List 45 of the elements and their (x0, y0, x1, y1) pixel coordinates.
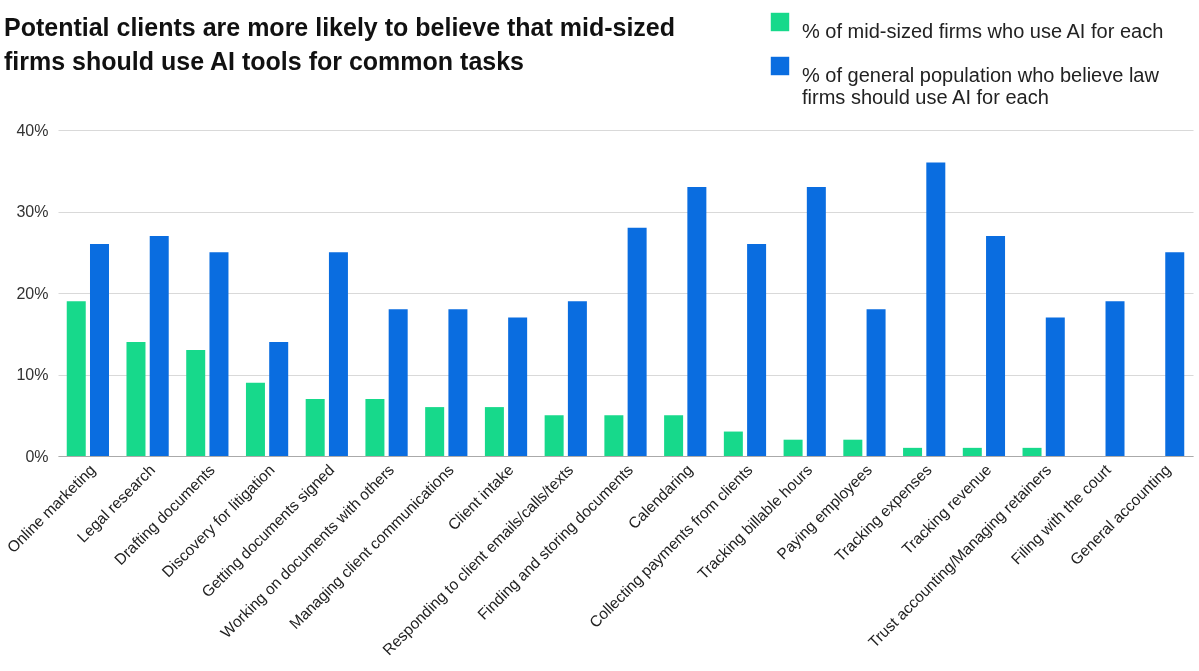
bar (269, 341, 289, 456)
bar (365, 398, 385, 456)
y-tick-label: 30% (16, 203, 49, 220)
y-tick-label: 20% (16, 284, 49, 302)
bar (747, 244, 767, 456)
bar (806, 187, 826, 456)
y-tick-label: 10% (16, 366, 49, 383)
bar (962, 447, 982, 456)
bar (664, 415, 684, 456)
bar (1105, 301, 1125, 456)
bar (448, 309, 468, 456)
bar (484, 407, 504, 456)
bar (986, 235, 1006, 456)
bar (926, 162, 946, 456)
bar (1045, 317, 1065, 456)
legend-label: % of mid-sized firms who use AI for each (802, 20, 1164, 42)
bar (328, 252, 348, 456)
y-tick-label: 40% (16, 121, 49, 139)
bar (1022, 447, 1042, 456)
bar (89, 244, 109, 456)
bar (305, 398, 325, 456)
bar (149, 235, 169, 456)
bar (508, 317, 528, 456)
bar (209, 252, 229, 456)
y-tick-label: 0% (25, 447, 49, 465)
legend-label: % of general population who believe law firms should use AI for each (802, 64, 1160, 108)
text: Potential clients are more likely to believe that mid-sized (4, 13, 676, 41)
bar (544, 415, 564, 456)
bar (388, 309, 408, 456)
bar (843, 439, 863, 456)
bar (1165, 252, 1185, 456)
bar (783, 439, 803, 456)
bar (567, 301, 587, 456)
bar (66, 301, 86, 456)
bar (866, 309, 886, 456)
bar (903, 447, 923, 456)
bar (186, 350, 206, 456)
bar (604, 415, 624, 456)
bar (425, 407, 445, 456)
bar (723, 431, 743, 456)
text: firms should use AI tools for common tasks (4, 47, 524, 75)
bar (627, 227, 647, 456)
bar (126, 341, 146, 456)
bar (245, 382, 265, 456)
bar (687, 187, 707, 456)
